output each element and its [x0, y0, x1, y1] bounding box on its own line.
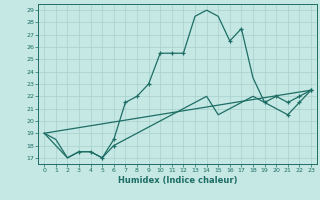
- X-axis label: Humidex (Indice chaleur): Humidex (Indice chaleur): [118, 176, 237, 185]
